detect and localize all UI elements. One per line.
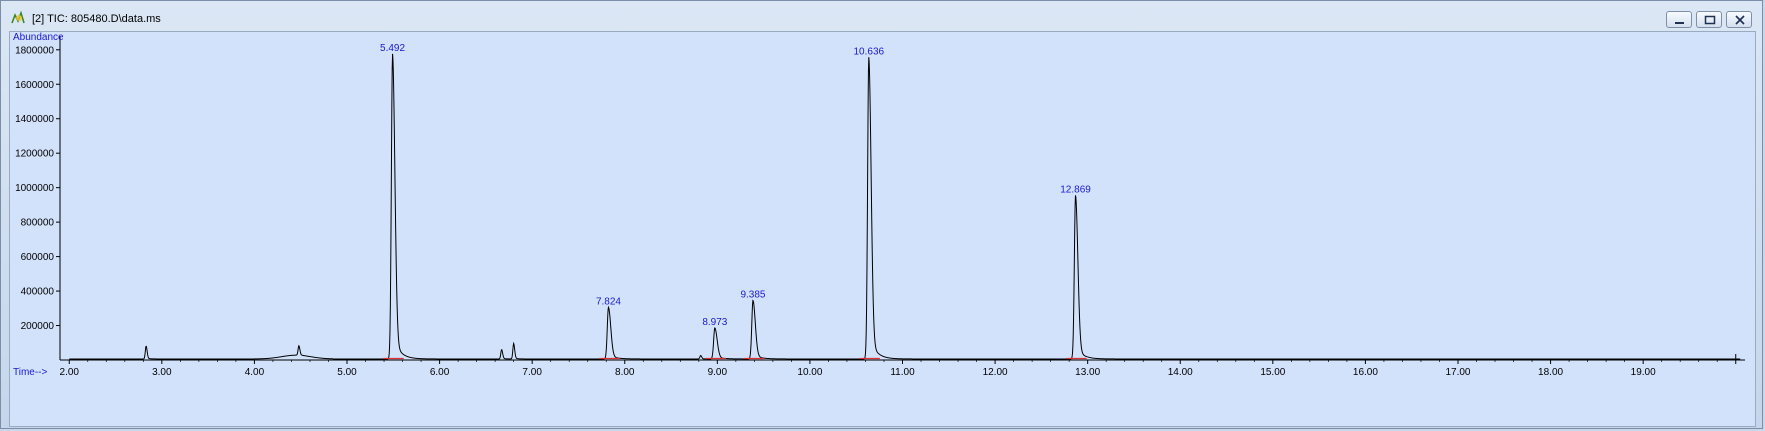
x-tick-label: 8.00	[615, 367, 635, 378]
y-tick-label: 600000	[21, 252, 55, 263]
peak-retention-label: 9.385	[740, 289, 765, 300]
minimize-button[interactable]	[1666, 11, 1692, 28]
x-tick-label: 19.00	[1631, 367, 1656, 378]
x-tick-label: 17.00	[1445, 367, 1470, 378]
y-tick-label: 1200000	[15, 149, 54, 160]
minimize-icon	[1675, 22, 1684, 24]
close-button[interactable]	[1726, 11, 1752, 28]
x-axis-title: Time-->	[13, 367, 48, 378]
x-tick-label: 7.00	[522, 367, 542, 378]
y-tick-label: 200000	[21, 321, 55, 332]
y-tick-label: 800000	[21, 218, 55, 229]
chromatogram-app-icon	[11, 11, 25, 24]
peak-retention-label: 8.973	[702, 317, 727, 328]
x-tick-label: 10.00	[797, 367, 822, 378]
x-tick-label: 3.00	[152, 367, 172, 378]
restore-button[interactable]	[1696, 11, 1722, 28]
title-bar[interactable]: [2] TIC: 805480.D\data.ms	[1, 1, 1762, 31]
peak-retention-label: 12.869	[1060, 184, 1091, 195]
x-tick-label: 2.00	[60, 367, 80, 378]
x-tick-label: 4.00	[245, 367, 265, 378]
y-tick-label: 1000000	[15, 183, 54, 194]
close-icon	[1735, 15, 1745, 25]
y-tick-label: 1800000	[15, 45, 54, 56]
y-tick-label: 400000	[21, 287, 55, 298]
x-tick-label: 6.00	[430, 367, 450, 378]
x-tick-label: 5.00	[337, 367, 357, 378]
x-tick-label: 18.00	[1538, 367, 1563, 378]
tic-trace-line	[69, 53, 1741, 360]
x-tick-label: 11.00	[890, 367, 915, 378]
x-tick-label: 9.00	[708, 367, 728, 378]
x-tick-label: 14.00	[1168, 367, 1193, 378]
plot-area[interactable]: Abundance Time--> 200000 400000 600000 800000…	[9, 31, 1756, 427]
peak-retention-label: 10.636	[854, 46, 885, 57]
chromatogram-chart[interactable]: Abundance Time--> 200000 400000 600000 800000…	[10, 32, 1755, 426]
x-tick-label: 13.00	[1075, 367, 1100, 378]
window-title: [2] TIC: 805480.D\data.ms	[32, 13, 161, 25]
peak-retention-label: 5.492	[380, 43, 405, 54]
x-tick-label: 15.00	[1260, 367, 1285, 378]
x-tick-label: 16.00	[1353, 367, 1378, 378]
x-tick-label: 12.00	[983, 367, 1008, 378]
y-tick-label: 1600000	[15, 80, 54, 91]
y-axis-title: Abundance	[13, 32, 64, 43]
y-tick-label: 1400000	[15, 114, 54, 125]
restore-icon	[1704, 15, 1716, 25]
peak-retention-label: 7.824	[596, 296, 621, 307]
